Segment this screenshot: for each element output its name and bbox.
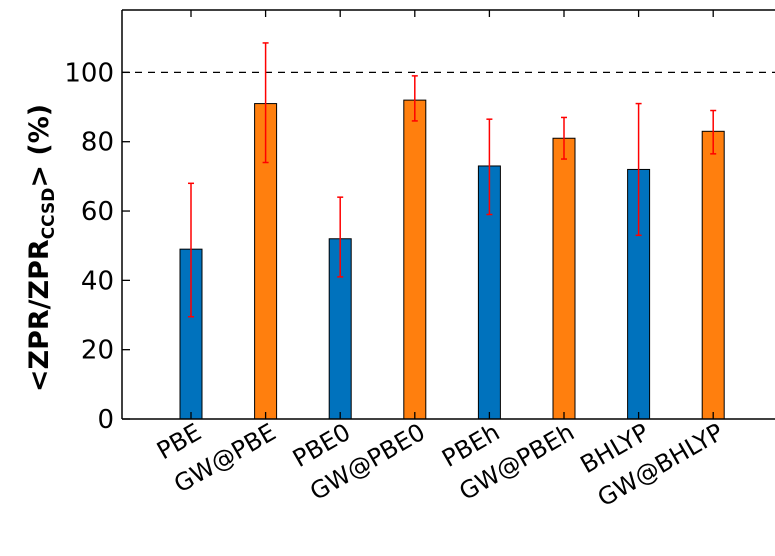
y-tick-label: 100 xyxy=(64,58,114,88)
bar-gw@bhlyp xyxy=(701,130,725,420)
bar-gw@pbeh xyxy=(552,137,576,420)
bar-gw@pbe0 xyxy=(403,99,427,420)
y-tick-label: 40 xyxy=(81,266,114,296)
y-tick-label: 0 xyxy=(97,405,114,435)
y-axis-label: <ZPR/ZPRCCSD> (%) xyxy=(24,104,59,392)
y-tick-label: 80 xyxy=(81,128,114,158)
y-tick-label: 60 xyxy=(81,197,114,227)
y-tick-label: 20 xyxy=(81,336,114,366)
